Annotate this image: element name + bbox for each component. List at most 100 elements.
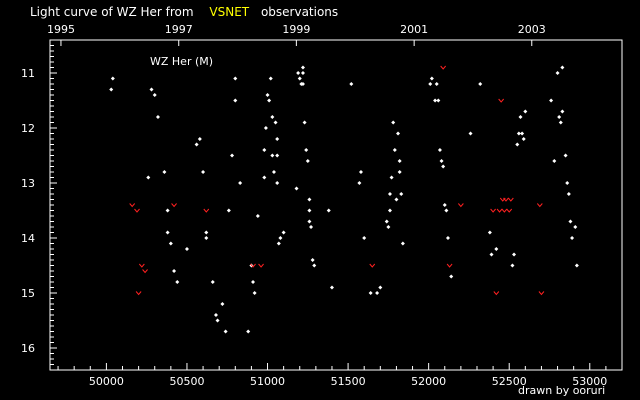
- top-year-label: 1995: [47, 23, 75, 36]
- visual-observation-point: [246, 329, 251, 334]
- visual-observation-point: [394, 197, 399, 202]
- fainter-than-point: [138, 263, 145, 268]
- visual-observation-point: [175, 280, 180, 284]
- fainter-than-point: [457, 203, 464, 208]
- x-tick-label: 50000: [89, 375, 124, 388]
- visual-observation-point: [309, 225, 314, 229]
- fainter-than-point: [506, 208, 513, 213]
- visual-observation-point: [210, 280, 215, 284]
- visual-observation-point: [570, 236, 575, 240]
- visual-observation-point: [233, 98, 238, 103]
- visual-observation-point: [296, 71, 301, 75]
- fainter-than-point: [501, 208, 508, 213]
- fainter-than-point: [507, 197, 514, 202]
- fainter-than-point: [203, 208, 210, 213]
- visual-observation-point: [515, 142, 520, 147]
- visual-observation-point: [223, 329, 228, 334]
- visual-observation-point: [444, 208, 449, 213]
- visual-observation-point: [326, 208, 331, 213]
- visual-observation-point: [165, 208, 170, 213]
- y-tick-label: 11: [21, 67, 35, 80]
- x-tick-label: 52500: [492, 375, 527, 388]
- fainter-than-point: [536, 203, 543, 208]
- visual-observation-point: [510, 263, 515, 268]
- y-tick-label: 15: [21, 287, 35, 300]
- fainter-than-point: [440, 65, 447, 70]
- visual-observation-point: [168, 241, 173, 246]
- visual-observation-point: [305, 159, 310, 163]
- visual-observation-point: [523, 109, 528, 114]
- visual-observation-point: [262, 175, 267, 180]
- visual-observation-point: [201, 170, 206, 174]
- visual-observation-point: [238, 181, 243, 185]
- visual-observation-point: [387, 192, 392, 196]
- visual-observation-point: [270, 115, 275, 119]
- visual-observation-point: [378, 285, 383, 290]
- visual-observation-point: [307, 208, 312, 213]
- visual-observation-point: [255, 214, 260, 218]
- visual-observation-point: [555, 71, 560, 75]
- visual-observation-point: [563, 153, 568, 158]
- visual-observation-point: [312, 263, 317, 268]
- visual-observation-point: [436, 98, 441, 103]
- visual-observation-point: [220, 302, 225, 306]
- visual-observation-point: [329, 285, 334, 290]
- visual-observation-point: [494, 247, 499, 251]
- visual-observation-point: [271, 170, 276, 174]
- y-tick-label: 14: [21, 232, 35, 245]
- fainter-than-point: [142, 269, 148, 274]
- fainter-than-point: [496, 208, 503, 213]
- visual-observation-point: [278, 236, 283, 240]
- visual-observation-point: [392, 148, 397, 152]
- visual-observation-point: [512, 252, 517, 257]
- visual-observation-point: [428, 82, 433, 86]
- visual-observation-point: [397, 170, 402, 174]
- visual-observation-point: [441, 164, 446, 169]
- fainter-than-point: [135, 291, 142, 296]
- plot-title: WZ Her (M): [150, 55, 213, 68]
- visual-observation-point: [270, 153, 275, 158]
- fainter-than-point: [369, 263, 376, 268]
- visual-observation-point: [149, 87, 154, 92]
- visual-observation-point: [172, 269, 177, 273]
- visual-observation-point: [307, 219, 312, 224]
- visual-observation-point: [302, 120, 307, 125]
- visual-observation-point: [276, 241, 281, 246]
- visual-observation-point: [442, 203, 447, 207]
- visual-observation-point: [110, 76, 115, 81]
- y-tick-label: 12: [21, 122, 35, 135]
- title-suffix: observations: [261, 5, 338, 19]
- fainter-than-point: [538, 291, 545, 296]
- visual-observation-point: [399, 192, 404, 196]
- visual-observation-point: [433, 98, 438, 103]
- visual-observation-point: [449, 274, 454, 279]
- visual-observation-point: [281, 230, 286, 235]
- visual-observation-point: [184, 247, 189, 251]
- visual-observation-point: [349, 82, 354, 86]
- top-year-label: 1999: [282, 23, 310, 36]
- visual-observation-point: [204, 236, 209, 240]
- x-tick-label: 51500: [331, 375, 366, 388]
- visual-observation-point: [565, 181, 570, 185]
- visual-observation-point: [263, 126, 268, 130]
- visual-observation-point: [268, 76, 273, 81]
- visual-observation-point: [568, 219, 573, 224]
- visual-observation-point: [262, 148, 267, 152]
- visual-observation-point: [357, 181, 362, 185]
- visual-observation-point: [233, 76, 238, 81]
- x-axis: 50000 50500 51000 51500 52000 52500 53000: [57, 363, 607, 388]
- visual-observation-point: [265, 93, 270, 97]
- y-tick-label: 13: [21, 177, 35, 190]
- visual-observation-point: [439, 159, 444, 163]
- x-tick-label: 52000: [411, 375, 446, 388]
- fainter-than-point: [490, 208, 496, 213]
- visual-observation-point: [273, 120, 278, 125]
- fainter-than-point: [250, 263, 256, 268]
- visual-observation-point: [391, 120, 396, 125]
- plot-frame: [49, 39, 623, 371]
- visual-observation-point: [518, 115, 523, 119]
- visual-observation-point: [304, 148, 309, 152]
- visual-observation-point: [396, 131, 401, 136]
- top-year-label: 2003: [518, 23, 546, 36]
